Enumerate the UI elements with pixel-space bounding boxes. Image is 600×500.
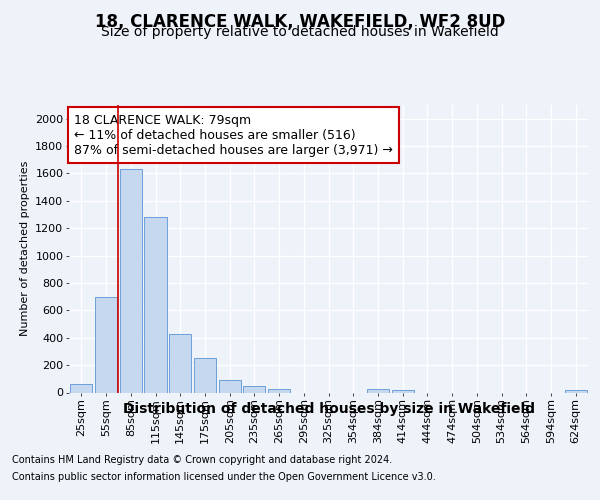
Bar [169,334,191,392]
Bar [194,358,216,392]
Bar [268,389,290,392]
Y-axis label: Number of detached properties: Number of detached properties [20,161,30,336]
Text: Contains public sector information licensed under the Open Government Licence v3: Contains public sector information licen… [12,472,436,482]
Bar [218,380,241,392]
Bar [70,384,92,392]
Bar [367,389,389,392]
Bar [243,386,265,392]
Text: Size of property relative to detached houses in Wakefield: Size of property relative to detached ho… [101,25,499,39]
Text: Contains HM Land Registry data © Crown copyright and database right 2024.: Contains HM Land Registry data © Crown c… [12,455,392,465]
Bar [119,170,142,392]
Text: 18 CLARENCE WALK: 79sqm
← 11% of detached houses are smaller (516)
87% of semi-d: 18 CLARENCE WALK: 79sqm ← 11% of detache… [74,114,393,156]
Bar [392,390,414,392]
Text: Distribution of detached houses by size in Wakefield: Distribution of detached houses by size … [123,402,535,416]
Bar [565,390,587,392]
Bar [95,296,117,392]
Text: 18, CLARENCE WALK, WAKEFIELD, WF2 8UD: 18, CLARENCE WALK, WAKEFIELD, WF2 8UD [95,12,505,30]
Bar [145,218,167,392]
